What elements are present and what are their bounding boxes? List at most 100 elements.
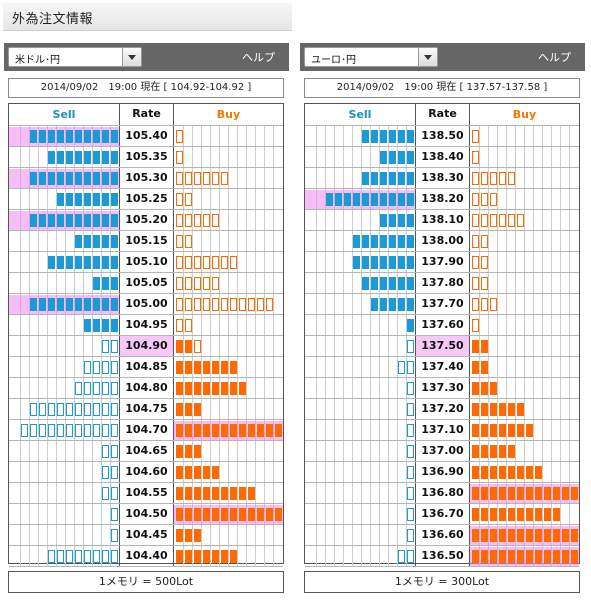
- table-row: 104.75: [9, 399, 283, 420]
- sell-unit: [111, 529, 118, 542]
- grid-line: [343, 399, 344, 419]
- sell-unit: [398, 130, 405, 143]
- buy-unit: [481, 361, 488, 374]
- grid-line: [379, 546, 380, 566]
- grid-line: [264, 252, 265, 272]
- table-row: 137.10: [305, 420, 579, 441]
- sell-unit: [75, 403, 82, 416]
- grid-line: [488, 420, 489, 440]
- sell-bar: [305, 420, 415, 440]
- sell-unit: [66, 256, 73, 269]
- buy-unit: [176, 235, 183, 248]
- chevron-down-icon[interactable]: [122, 48, 141, 66]
- grid-line: [343, 546, 344, 566]
- grid-line: [515, 441, 516, 461]
- chevron-down-icon[interactable]: [418, 48, 437, 66]
- grid-line: [388, 147, 389, 167]
- grid-line: [228, 168, 229, 188]
- grid-line: [192, 168, 193, 188]
- grid-line: [74, 441, 75, 461]
- grid-line: [183, 126, 184, 146]
- grid-line: [560, 273, 561, 293]
- buy-unit: [230, 550, 237, 563]
- buy-unit: [472, 298, 479, 311]
- grid-line: [219, 483, 220, 503]
- grid-line: [569, 336, 570, 356]
- buy-unit: [472, 361, 479, 374]
- grid-line: [533, 189, 534, 209]
- grid-line: [38, 378, 39, 398]
- grid-line: [488, 126, 489, 146]
- buy-unit: [176, 256, 183, 269]
- buy-unit: [176, 403, 183, 416]
- sell-bar: [305, 483, 415, 503]
- sell-unit: [84, 235, 91, 248]
- grid-line: [506, 273, 507, 293]
- sell-bar: [9, 336, 119, 356]
- sell-unit: [93, 172, 100, 185]
- help-link[interactable]: ヘルプ: [538, 51, 571, 64]
- currency-pair-select[interactable]: ユーロ･円: [304, 47, 438, 67]
- grid-line: [110, 336, 111, 356]
- sell-unit: [102, 319, 109, 332]
- grid-line: [479, 168, 480, 188]
- sell-unit: [371, 193, 378, 206]
- sell-unit: [66, 130, 73, 143]
- grid-line: [65, 399, 66, 419]
- grid-line: [74, 315, 75, 335]
- grid-line: [316, 525, 317, 545]
- sell-unit: [111, 298, 118, 311]
- sell-unit: [102, 424, 109, 437]
- help-link[interactable]: ヘルプ: [242, 51, 275, 64]
- grid-line: [542, 441, 543, 461]
- buy-unit: [481, 277, 488, 290]
- sell-unit: [102, 151, 109, 164]
- buy-unit: [481, 256, 488, 269]
- grid-line: [352, 462, 353, 482]
- grid-line: [388, 336, 389, 356]
- grid-line: [273, 441, 274, 461]
- grid-line: [264, 147, 265, 167]
- table-row: 138.10: [305, 210, 579, 231]
- grid-line: [316, 147, 317, 167]
- currency-pair-select[interactable]: 米ドル･円: [8, 47, 142, 67]
- grid-line: [316, 315, 317, 335]
- grid-line: [334, 441, 335, 461]
- grid-line: [370, 273, 371, 293]
- table-row: 105.20: [9, 210, 283, 231]
- grid-line: [370, 399, 371, 419]
- grid-line: [551, 504, 552, 524]
- grid-line: [110, 315, 111, 335]
- grid-line: [551, 231, 552, 251]
- rate-value: 137.00: [415, 441, 470, 461]
- grid-line: [533, 294, 534, 314]
- grid-line: [74, 483, 75, 503]
- grid-line: [479, 126, 480, 146]
- grid-line: [560, 189, 561, 209]
- grid-line: [237, 252, 238, 272]
- buy-unit: [176, 382, 183, 395]
- grid-line: [524, 357, 525, 377]
- buy-unit: [176, 298, 183, 311]
- sell-unit: [93, 403, 100, 416]
- grid-line: [325, 357, 326, 377]
- grid-line: [551, 147, 552, 167]
- grid-line: [479, 504, 480, 524]
- grid-line: [20, 483, 21, 503]
- grid-line: [228, 252, 229, 272]
- grid-line: [183, 210, 184, 230]
- grid-line: [201, 294, 202, 314]
- grid-line: [201, 441, 202, 461]
- sell-unit: [39, 214, 46, 227]
- grid-line: [361, 252, 362, 272]
- grid-line: [379, 462, 380, 482]
- grid-line: [542, 189, 543, 209]
- grid-line: [388, 525, 389, 545]
- sell-unit: [389, 172, 396, 185]
- buy-unit: [176, 193, 183, 206]
- grid-line: [237, 336, 238, 356]
- grid-line: [560, 399, 561, 419]
- buy-unit: [185, 466, 192, 479]
- grid-line: [524, 399, 525, 419]
- sell-unit: [407, 487, 414, 500]
